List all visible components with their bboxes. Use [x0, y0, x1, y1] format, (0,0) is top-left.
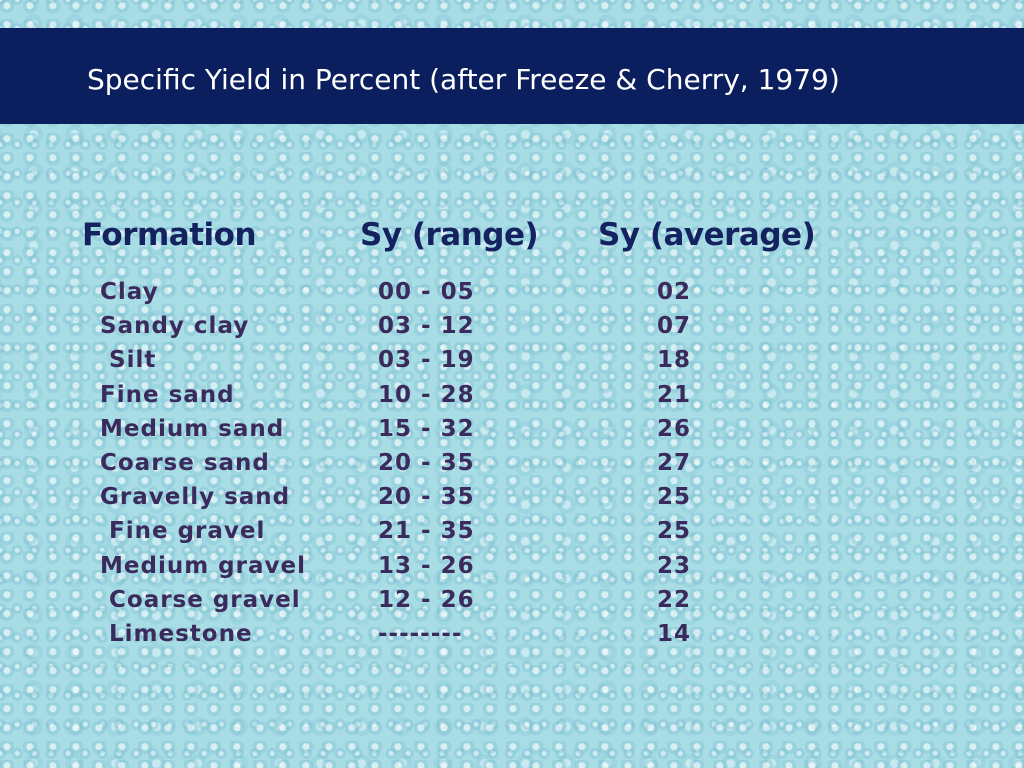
table-cell: Sandy clay — [100, 313, 250, 340]
column-header: Formation — [82, 217, 257, 253]
column-header: Sy (range) — [360, 217, 539, 253]
table-cell: 22 — [657, 586, 692, 613]
table-cell: 02 — [657, 279, 692, 305]
table-cell: 26 — [657, 415, 692, 442]
table-cell: 20 - 35 — [378, 484, 475, 511]
table-cell: 10 - 28 — [378, 381, 475, 408]
table-cell: Coarse sand — [100, 450, 270, 476]
table-cell: Clay — [100, 279, 159, 305]
table-cell: 27 — [657, 450, 692, 476]
table-cell: 21 — [657, 381, 692, 408]
table-cell: 13 - 26 — [378, 552, 475, 579]
table-cell: Medium sand — [100, 415, 285, 442]
table-cell: -------- — [378, 621, 463, 647]
table-cell: Coarse gravel — [100, 586, 301, 613]
table-cell: 18 — [657, 347, 692, 374]
table-cell: Silt — [100, 347, 157, 374]
table-cell: 14 — [657, 621, 692, 647]
table-cell: 15 - 32 — [378, 415, 475, 442]
table-cell: 00 - 05 — [378, 279, 475, 305]
header-bar — [0, 28, 1024, 124]
table-cell: Gravelly sand — [100, 484, 291, 511]
table-cell: 25 — [657, 484, 692, 511]
table-cell: Limestone — [100, 621, 253, 647]
table-cell: Medium gravel — [100, 552, 306, 579]
table-cell: 23 — [657, 552, 692, 579]
table-cell: Fine gravel — [100, 518, 266, 545]
table-cell: 25 — [657, 518, 692, 545]
slide-title: Specific Yield in Percent (after Freeze … — [87, 63, 840, 96]
table-cell: 03 - 19 — [378, 347, 475, 374]
column-header: Sy (average) — [598, 217, 816, 253]
table-cell: 03 - 12 — [378, 313, 475, 340]
table-cell: 12 - 26 — [378, 586, 475, 613]
table-cell: 21 - 35 — [378, 518, 475, 545]
table-cell: 07 — [657, 313, 692, 340]
table-cell: Fine sand — [100, 381, 235, 408]
table-cell: 20 - 35 — [378, 450, 475, 476]
